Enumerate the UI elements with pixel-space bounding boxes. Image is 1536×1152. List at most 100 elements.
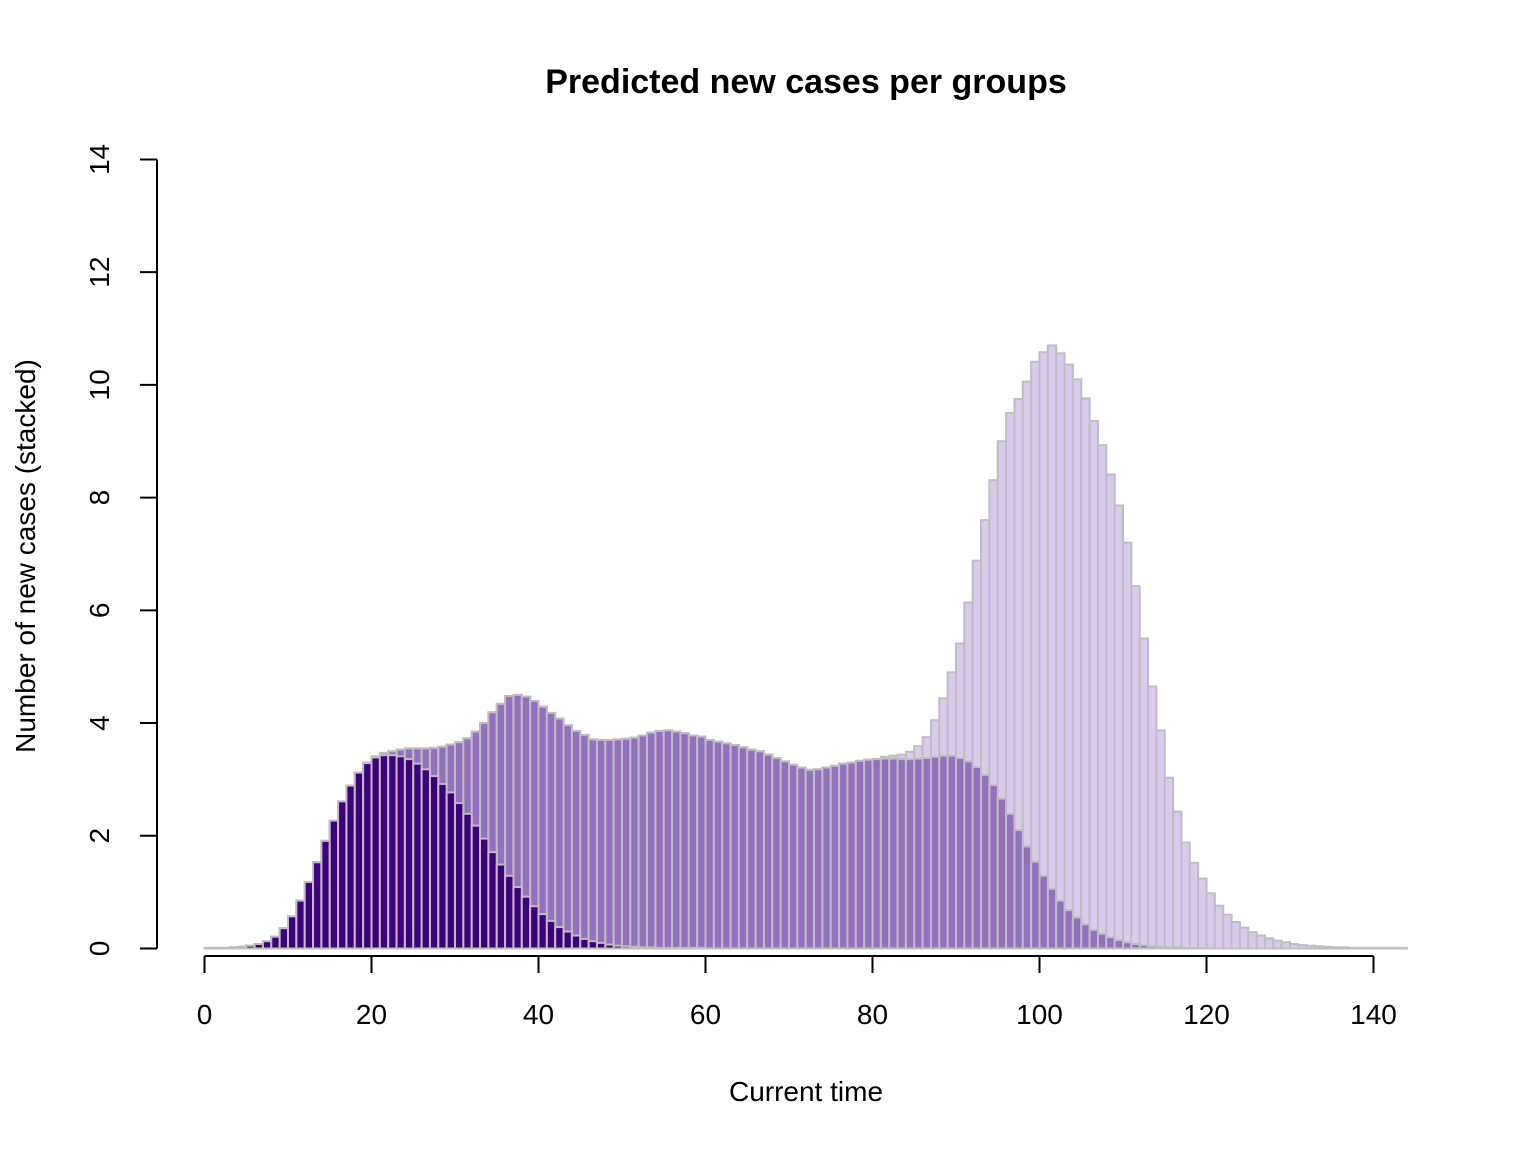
bar-s3-x123 [1222, 913, 1233, 950]
bar-s2-x99 [1021, 845, 1033, 950]
bar-s2-x91 [955, 757, 966, 950]
bar-s1-x49 [604, 943, 615, 950]
bar-s1-x55 [654, 946, 665, 950]
bar-s3-x104 [1063, 363, 1074, 950]
bar-s1-x26 [412, 762, 423, 950]
bar-s2-x98 [1013, 829, 1024, 950]
bar-s1-x43 [554, 926, 565, 950]
bar-s1-x12 [295, 899, 306, 950]
bar-s3-x131 [1289, 942, 1300, 950]
bar-s2-x81 [871, 758, 882, 950]
bar-s2-x47 [587, 738, 598, 950]
bar-s3-x107 [1088, 419, 1099, 950]
x-tick-label: 60 [690, 999, 721, 1030]
bar-s2-x101 [1038, 874, 1049, 950]
bar-s2-x70 [779, 760, 791, 950]
bar-s2-x60 [696, 735, 707, 950]
bar-s1-x8 [261, 940, 273, 950]
bar-s2-x109 [1105, 936, 1116, 950]
bar-s3-x137 [1339, 946, 1350, 950]
bar-s1-x25 [403, 758, 415, 950]
bar-s2-x85 [904, 758, 916, 950]
bar-s2-x100 [1030, 860, 1041, 950]
bar-s2-x41 [537, 705, 548, 950]
bar-s1-x30 [445, 791, 456, 950]
bar-s1-x18 [345, 784, 356, 950]
bar-s3-x130 [1280, 941, 1292, 950]
bar-s1-x5 [236, 945, 248, 950]
bar-s2-x113 [1138, 944, 1150, 950]
bar-s1-x57 [671, 946, 682, 950]
bar-s1-x16 [328, 819, 340, 950]
bar-s3-x100 [1030, 360, 1041, 950]
bar-s1-x10 [278, 927, 289, 950]
bar-s2-x46 [579, 733, 590, 950]
bar-s3-x132 [1297, 944, 1308, 950]
bar-s2-x58 [679, 732, 690, 950]
bar-s2-x96 [996, 797, 1008, 950]
bar-s3-x111 [1122, 541, 1133, 950]
bar-s1-x37 [504, 874, 515, 950]
bar-s2-x53 [637, 734, 649, 950]
bar-s2-x54 [646, 731, 657, 950]
bar-s1-x24 [395, 755, 406, 950]
bar-s1-x54 [646, 946, 657, 950]
bar-s1-x39 [520, 895, 532, 950]
bar-s1-x13 [303, 881, 315, 950]
bar-s2-x50 [612, 738, 624, 950]
x-tick-label: 100 [1016, 999, 1063, 1030]
bar-s2-x42 [545, 711, 557, 950]
bar-s3-x116 [1163, 776, 1175, 950]
x-tick-label: 80 [857, 999, 888, 1030]
bar-s2-x86 [913, 757, 924, 950]
y-axis-label: Number of new cases (stacked) [10, 359, 41, 753]
x-tick-label: 40 [523, 999, 554, 1030]
bar-s2-x66 [746, 748, 757, 950]
bar-s3-x115 [1155, 729, 1166, 950]
bar-s2-x105 [1071, 916, 1083, 950]
bar-s2-x90 [946, 754, 958, 950]
bar-s1-x3 [220, 946, 231, 950]
bar-s2-x67 [754, 750, 765, 950]
bar-s2-x74 [813, 768, 824, 950]
bar-s2-x65 [737, 746, 749, 950]
y-tick-label: 6 [84, 603, 115, 619]
bar-s2-x119 [1188, 946, 1200, 950]
x-tick-label: 120 [1183, 999, 1230, 1030]
bar-s3-x118 [1180, 841, 1191, 950]
bar-s2-x73 [804, 768, 816, 950]
bar-s2-x102 [1046, 887, 1058, 950]
bar-s2-x118 [1180, 946, 1191, 950]
bar-s1-x29 [437, 782, 448, 950]
bar-s1-x52 [629, 945, 640, 950]
bar-s1-x51 [621, 945, 632, 950]
bar-s2-x64 [729, 744, 740, 950]
bar-s1-x31 [454, 802, 465, 950]
y-tick-label: 14 [84, 144, 115, 175]
bar-s2-x62 [712, 740, 724, 950]
bar-s3-x114 [1147, 685, 1158, 950]
x-tick-label: 20 [356, 999, 387, 1030]
bar-s3-x124 [1230, 921, 1241, 950]
bar-s2-x45 [570, 729, 582, 950]
bar-s1-x17 [337, 800, 348, 950]
bar-s2-x106 [1080, 923, 1091, 950]
y-tick-label: 12 [84, 257, 115, 288]
bar-s3-x101 [1038, 351, 1049, 950]
bars-group [203, 344, 1408, 950]
bar-s3-x109 [1105, 473, 1116, 950]
bar-s2-x56 [662, 729, 674, 950]
bar-s3-x128 [1263, 937, 1275, 950]
bar-s3-x119 [1188, 861, 1200, 950]
bar-s2-x82 [879, 757, 891, 950]
y-tick-label: 10 [84, 369, 115, 400]
bar-s1-x41 [537, 913, 548, 950]
bar-s3-x127 [1255, 934, 1266, 950]
y-axis: 0 2 4 6 8 10 12 14 [84, 144, 158, 956]
bar-s2-x80 [863, 758, 874, 950]
bar-s3-x120 [1197, 877, 1208, 950]
bar-s1-x59 [687, 946, 699, 950]
bar-s2-x89 [938, 754, 949, 950]
bar-s1-x27 [420, 768, 431, 950]
